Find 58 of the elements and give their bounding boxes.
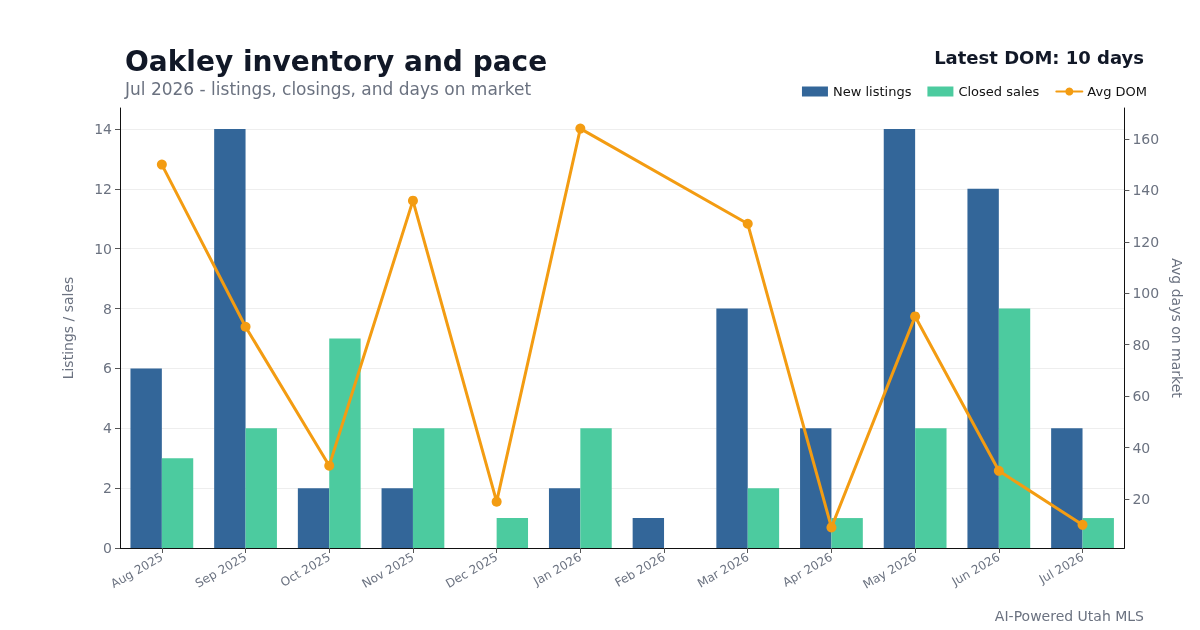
y2-tick-label: 40 [1132,439,1151,456]
bar [130,368,162,548]
bar [716,308,748,548]
bar [580,428,612,548]
point [491,496,502,507]
bar [967,188,999,548]
y-tick-label: 12 [94,180,112,197]
chart-title: Oakley inventory and pace [125,44,548,78]
point [910,311,921,322]
text: AI-Powered Utah MLS [994,608,1145,624]
point [240,321,251,332]
text: Latest DOM: 10 days [934,46,1144,68]
point [993,465,1004,476]
bar [548,488,581,548]
bar [214,128,246,548]
y-tick-label: 10 [94,240,112,257]
legend-label: Closed sales [958,84,1040,99]
point [826,522,837,533]
y-tick-label: 14 [94,120,113,137]
bar [632,518,665,548]
y2-tick-label: 60 [1132,388,1151,405]
y-tick-label: 2 [103,480,112,497]
y-tick-label: 0 [103,540,112,556]
y2-tick-label: 120 [1132,233,1160,250]
bar [496,518,529,548]
y2-tick-label: 80 [1132,336,1151,353]
y-tick-label: 4 [103,420,113,437]
y-axis-title: Listings / sales [60,276,76,380]
bar [998,308,1031,548]
bar [381,488,413,548]
bar [1082,518,1114,548]
chart-subtitle: Jul 2026 - listings, closings, and days on market [124,78,532,99]
bar [915,428,947,548]
y2-tick-label: 140 [1132,182,1160,199]
point [156,159,167,170]
bar [747,488,780,548]
bar [245,428,277,548]
point [1077,519,1088,530]
y2-tick-label: 20 [1132,491,1151,508]
bar [883,128,916,548]
bar [800,428,832,548]
point [324,460,335,471]
y2-axis-title: Avg days on market [1169,258,1185,399]
y-tick-label: 8 [103,300,112,317]
bar [831,518,863,548]
y2-tick-label: 160 [1132,130,1160,147]
bar [329,338,361,548]
point [575,123,586,134]
bar [412,428,445,548]
bar [1051,428,1083,548]
legend-label: New listings [832,84,912,99]
y2-tick-label: 100 [1132,285,1160,302]
y-tick-label: 6 [103,360,113,377]
bar [161,458,194,548]
point [742,218,753,229]
legend-label: Avg DOM [1087,84,1147,99]
bar [297,488,330,548]
point [407,195,418,206]
